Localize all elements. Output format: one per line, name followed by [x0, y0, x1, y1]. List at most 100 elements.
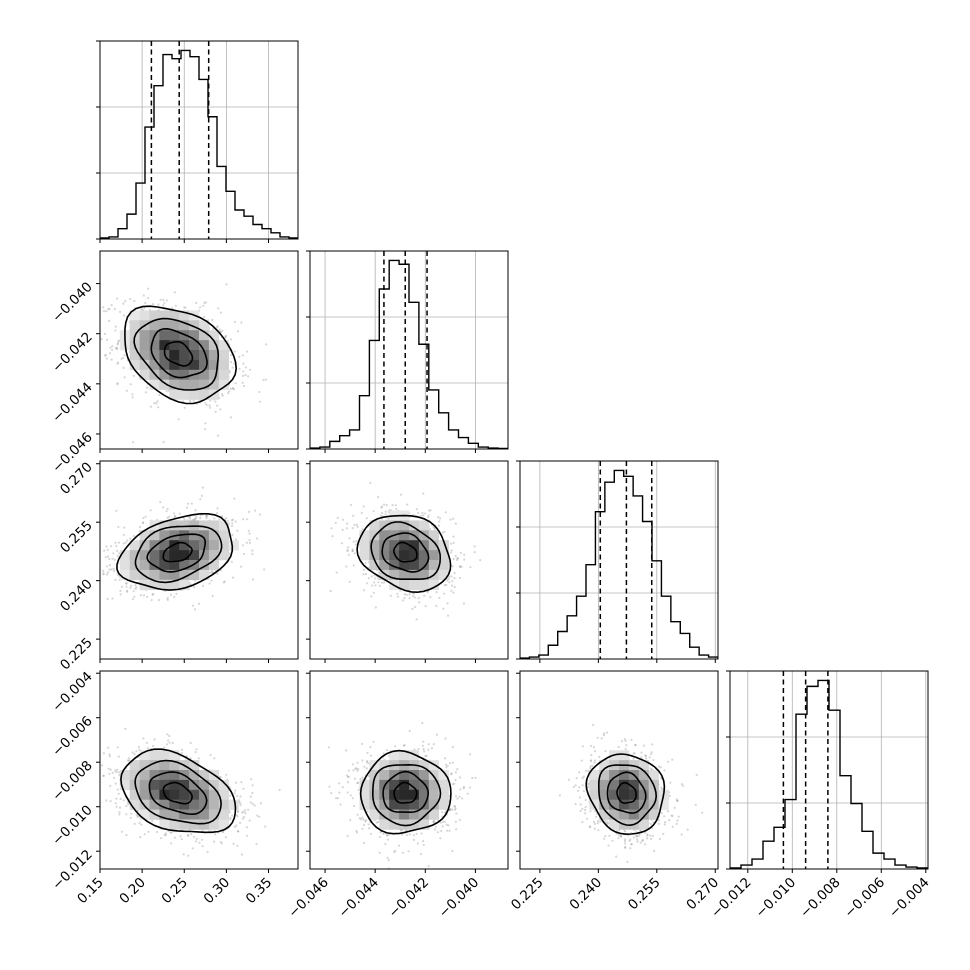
sample-point: [245, 826, 248, 829]
density-cell: [139, 530, 150, 541]
sample-point: [348, 537, 351, 540]
density-layer: [101, 727, 281, 857]
sample-point: [351, 549, 354, 553]
sample-point: [206, 515, 209, 518]
sample-point: [208, 404, 211, 407]
density-cell: [208, 540, 220, 551]
sample-point: [126, 801, 129, 804]
sample-point: [211, 594, 214, 598]
sample-point: [135, 814, 138, 817]
sample-point: [102, 306, 105, 309]
sample-point: [183, 406, 186, 409]
sample-point: [229, 794, 232, 797]
sample-point: [97, 548, 99, 550]
sample-point: [462, 602, 466, 605]
sample-point: [163, 301, 166, 304]
density-cell: [169, 569, 180, 581]
sample-point: [209, 399, 212, 402]
sample-point: [341, 542, 344, 545]
sample-point: [354, 543, 357, 546]
density-cell: [179, 530, 190, 541]
sample-point: [185, 506, 189, 509]
sample-point: [199, 498, 202, 501]
sample-point: [131, 396, 134, 399]
sample-point: [254, 509, 257, 512]
sample-point: [247, 510, 251, 513]
density-cell: [208, 550, 220, 561]
sample-point: [242, 362, 245, 365]
density-cell: [418, 579, 430, 590]
sample-point: [407, 850, 410, 853]
density-cell: [139, 359, 150, 371]
sample-point: [195, 515, 198, 518]
sample-point: [253, 804, 256, 807]
sample-point: [107, 555, 110, 558]
sample-point: [224, 836, 227, 839]
sample-point: [239, 804, 242, 807]
sample-point: [174, 836, 177, 839]
x-tick-label: 0.15: [74, 875, 107, 908]
sample-point: [125, 389, 128, 392]
sample-point: [114, 541, 117, 544]
density-cell: [199, 530, 210, 541]
sample-point: [233, 825, 236, 829]
density-cell: [399, 550, 410, 561]
sample-point: [362, 505, 365, 508]
sample-point: [213, 757, 216, 760]
sample-point: [374, 606, 377, 609]
density-cell: [379, 530, 390, 541]
y-tick-label: 0.255: [57, 518, 96, 557]
sample-point: [336, 516, 339, 520]
density-cell: [389, 569, 400, 581]
density-cell: [189, 330, 200, 341]
sample-point: [230, 354, 233, 357]
sample-point: [135, 750, 138, 753]
sample-point: [108, 557, 111, 561]
x-tick-label: 0.30: [201, 875, 234, 908]
sample-point: [256, 814, 259, 817]
sample-point: [96, 588, 98, 590]
sample-point: [124, 727, 127, 731]
density-cell: [218, 369, 229, 380]
sample-point: [116, 746, 119, 749]
sample-point: [374, 584, 377, 587]
sample-point: [122, 799, 125, 802]
sample-point: [126, 590, 129, 593]
density-cell: [169, 520, 180, 531]
density-cell: [169, 330, 180, 341]
y-tick-label: −0.004: [49, 669, 96, 716]
sample-point: [234, 538, 237, 541]
sample-point: [116, 768, 119, 771]
sample-point: [168, 515, 171, 519]
sample-point: [107, 746, 110, 749]
sample-point: [102, 573, 105, 576]
sample-point: [244, 366, 247, 369]
sample-point: [155, 402, 158, 405]
density-layer: [96, 486, 266, 611]
sample-point: [117, 771, 120, 774]
sample-point: [379, 514, 382, 517]
sample-point: [108, 772, 111, 775]
sample-point: [192, 604, 195, 607]
sample-point: [135, 586, 138, 589]
sample-point: [108, 755, 111, 758]
sample-point: [396, 592, 399, 595]
sample-point: [115, 544, 118, 548]
sample-point: [356, 525, 359, 529]
sample-point: [247, 375, 250, 378]
sample-point: [195, 301, 198, 304]
density-cell: [149, 340, 160, 351]
sample-point: [259, 513, 262, 516]
density-cell: [169, 379, 180, 390]
sample-point: [137, 809, 140, 812]
sample-point: [159, 501, 162, 504]
sample-point: [352, 540, 355, 543]
sample-point: [217, 307, 220, 310]
sample-point: [458, 565, 461, 568]
density-cell: [189, 389, 200, 400]
contour-line-0: [356, 514, 452, 594]
sample-point: [157, 406, 160, 409]
sample-point: [229, 387, 232, 390]
sample-point: [165, 390, 168, 393]
density-cell: [199, 320, 210, 331]
